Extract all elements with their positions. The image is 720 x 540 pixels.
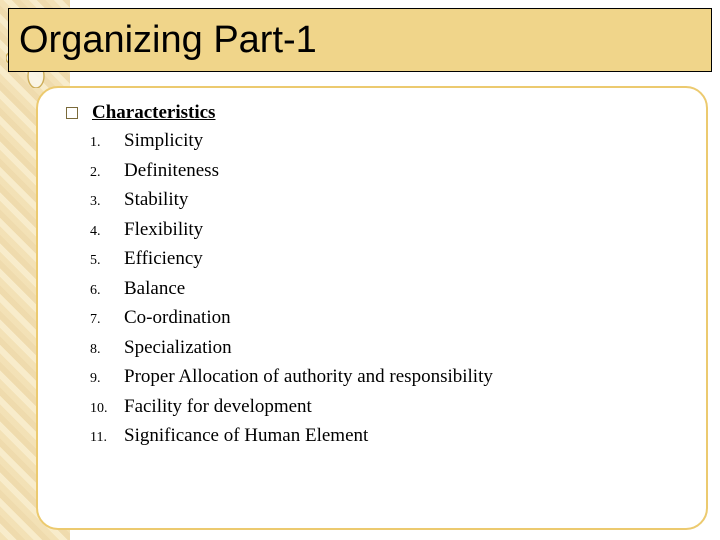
item-text: Facility for development bbox=[124, 396, 312, 418]
slide-title: Organizing Part-1 bbox=[19, 19, 317, 62]
item-number: 7. bbox=[90, 312, 124, 328]
list-item: 7. Co-ordination bbox=[90, 307, 686, 329]
item-text: Flexibility bbox=[124, 219, 203, 241]
list-item: 11. Significance of Human Element bbox=[90, 425, 686, 447]
item-number: 8. bbox=[90, 342, 124, 358]
heading-row: Characteristics bbox=[66, 102, 686, 124]
item-text: Significance of Human Element bbox=[124, 425, 368, 447]
item-number: 2. bbox=[90, 165, 124, 181]
list-item: 5. Efficiency bbox=[90, 248, 686, 270]
slide: Organizing Part-1 Characteristics 1. Sim… bbox=[0, 0, 720, 540]
list-item: 4. Flexibility bbox=[90, 219, 686, 241]
item-text: Specialization bbox=[124, 337, 232, 359]
item-text: Balance bbox=[124, 278, 185, 300]
list-item: 10. Facility for development bbox=[90, 396, 686, 418]
item-text: Definiteness bbox=[124, 160, 219, 182]
square-bullet-icon bbox=[66, 107, 78, 119]
item-text: Proper Allocation of authority and respo… bbox=[124, 366, 493, 388]
item-number: 1. bbox=[90, 135, 124, 151]
item-text: Stability bbox=[124, 189, 188, 211]
content-box: Characteristics 1. Simplicity 2. Definit… bbox=[36, 86, 708, 530]
list-item: 6. Balance bbox=[90, 278, 686, 300]
item-number: 11. bbox=[90, 430, 124, 446]
item-number: 6. bbox=[90, 283, 124, 299]
list-item: 8. Specialization bbox=[90, 337, 686, 359]
characteristics-list: 1. Simplicity 2. Definiteness 3. Stabili… bbox=[90, 130, 686, 447]
list-item: 3. Stability bbox=[90, 189, 686, 211]
title-box: Organizing Part-1 bbox=[8, 8, 712, 72]
item-text: Simplicity bbox=[124, 130, 203, 152]
item-text: Co-ordination bbox=[124, 307, 231, 329]
list-item: 9. Proper Allocation of authority and re… bbox=[90, 366, 686, 388]
list-item: 1. Simplicity bbox=[90, 130, 686, 152]
item-number: 5. bbox=[90, 253, 124, 269]
item-text: Efficiency bbox=[124, 248, 203, 270]
item-number: 9. bbox=[90, 371, 124, 387]
item-number: 10. bbox=[90, 401, 124, 417]
section-heading: Characteristics bbox=[92, 102, 215, 124]
item-number: 3. bbox=[90, 194, 124, 210]
item-number: 4. bbox=[90, 224, 124, 240]
list-item: 2. Definiteness bbox=[90, 160, 686, 182]
